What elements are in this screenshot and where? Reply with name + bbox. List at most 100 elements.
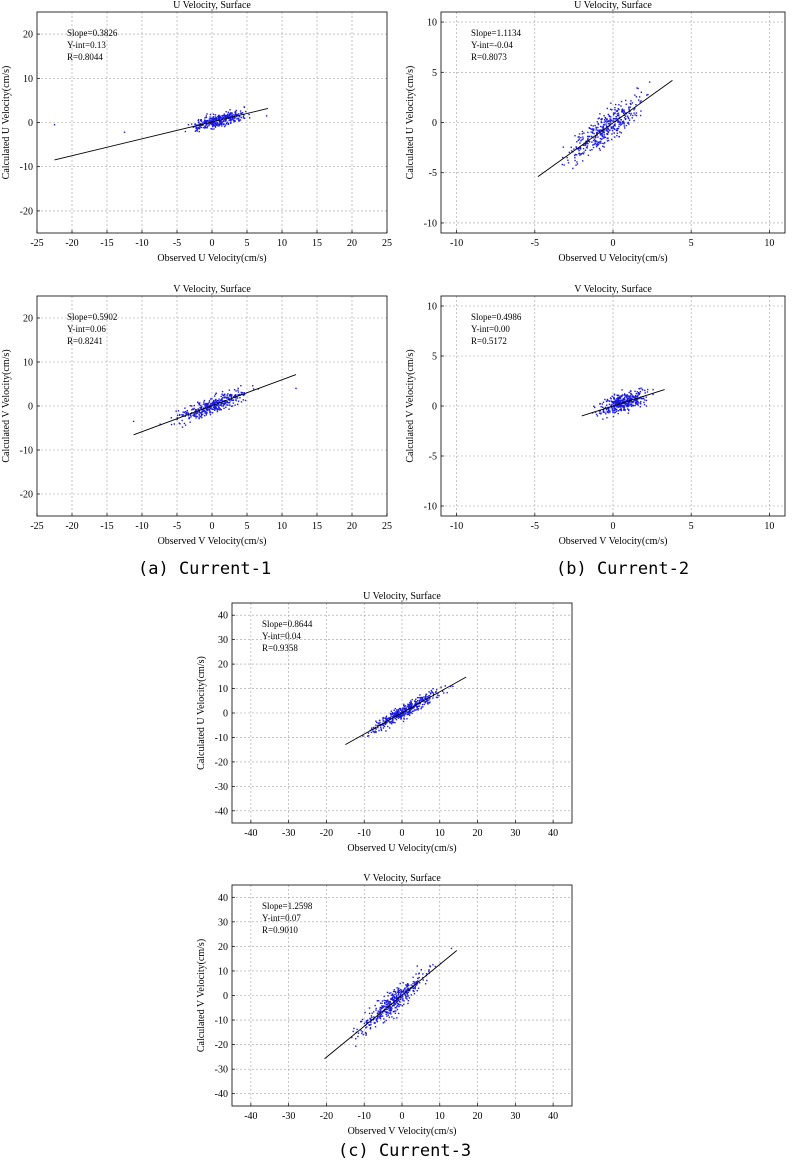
regression-line	[133, 374, 297, 436]
y-tick-label: 10	[427, 18, 437, 29]
data-point	[200, 407, 202, 410]
data-point	[234, 114, 236, 117]
data-point	[225, 397, 228, 399]
data-point	[597, 123, 600, 126]
data-point	[404, 987, 406, 989]
data-point	[614, 109, 616, 111]
data-point	[418, 705, 421, 707]
data-point	[222, 114, 225, 117]
data-point	[595, 132, 598, 134]
data-point	[186, 411, 188, 413]
data-point	[636, 391, 639, 393]
stats-line: Y-int=0.00	[471, 324, 510, 334]
data-point	[225, 122, 228, 125]
data-point	[216, 122, 218, 125]
data-point	[619, 398, 622, 400]
data-point	[601, 406, 604, 408]
data-point	[403, 989, 405, 991]
x-tick-label: -15	[100, 521, 113, 532]
data-point	[389, 716, 392, 719]
data-point	[591, 128, 593, 131]
y-tick-label: -10	[424, 218, 437, 229]
data-point	[199, 402, 201, 404]
data-point	[623, 394, 625, 396]
data-point	[216, 400, 219, 402]
data-point	[200, 415, 202, 417]
data-point	[193, 412, 195, 414]
data-point	[600, 413, 602, 415]
data-point	[635, 96, 638, 98]
data-point	[397, 712, 399, 714]
data-point	[602, 409, 605, 411]
data-point	[205, 407, 207, 410]
data-point	[599, 113, 601, 115]
data-point	[414, 702, 417, 704]
data-point	[416, 706, 418, 709]
stats-line: R=0.8073	[471, 52, 507, 62]
data-point	[360, 1029, 362, 1032]
data-point	[233, 119, 235, 122]
data-point	[572, 167, 574, 170]
data-point	[628, 117, 630, 120]
data-point	[374, 1022, 376, 1024]
data-point	[412, 987, 415, 990]
data-point	[399, 982, 401, 985]
data-point	[602, 410, 604, 413]
data-point	[613, 397, 615, 400]
data-point	[602, 130, 604, 132]
data-point	[376, 1020, 379, 1023]
y-axis-label: Calculated V Velocity(cm/s)	[1, 349, 12, 462]
data-point	[218, 115, 220, 117]
data-point	[639, 114, 642, 117]
data-point	[619, 401, 622, 403]
data-point	[411, 710, 414, 712]
data-point	[223, 123, 225, 126]
data-point	[622, 398, 624, 400]
data-point	[619, 121, 621, 124]
data-point	[625, 118, 627, 120]
data-point	[595, 137, 597, 139]
data-point	[175, 410, 177, 412]
data-point	[209, 404, 212, 406]
data-point	[230, 118, 233, 120]
data-point	[199, 412, 202, 414]
data-point	[621, 400, 624, 402]
data-point	[248, 117, 251, 119]
data-point	[628, 112, 630, 114]
data-point	[394, 1012, 397, 1015]
data-point	[618, 398, 621, 400]
data-point	[390, 714, 392, 716]
data-point	[211, 398, 213, 400]
data-point	[606, 133, 608, 135]
data-point	[385, 718, 387, 721]
data-point	[600, 412, 602, 414]
data-point	[203, 401, 205, 403]
data-point	[201, 411, 204, 413]
data-point	[212, 119, 214, 122]
data-point	[610, 407, 612, 409]
data-point	[397, 989, 399, 991]
data-point	[223, 407, 225, 410]
data-point	[204, 121, 207, 124]
x-axis-label: Observed U Velocity(cm/s)	[558, 253, 667, 264]
data-point	[613, 409, 616, 411]
plot-title: V Velocity, Surface	[363, 873, 441, 884]
data-point	[213, 118, 216, 120]
data-point	[593, 128, 595, 130]
data-point	[612, 401, 614, 403]
data-point	[208, 120, 210, 123]
data-point	[609, 123, 612, 125]
data-point	[399, 708, 402, 711]
data-point	[428, 691, 430, 693]
data-point	[400, 718, 402, 720]
y-axis-label: Calculated V Velocity(cm/s)	[196, 939, 207, 1052]
data-point	[635, 399, 637, 402]
x-tick-label: -10	[358, 828, 371, 839]
data-point	[235, 399, 237, 402]
data-point	[588, 135, 591, 138]
data-point	[397, 709, 400, 711]
data-point	[611, 129, 614, 132]
data-point	[585, 146, 588, 149]
data-point	[604, 398, 606, 401]
data-point	[376, 721, 378, 724]
